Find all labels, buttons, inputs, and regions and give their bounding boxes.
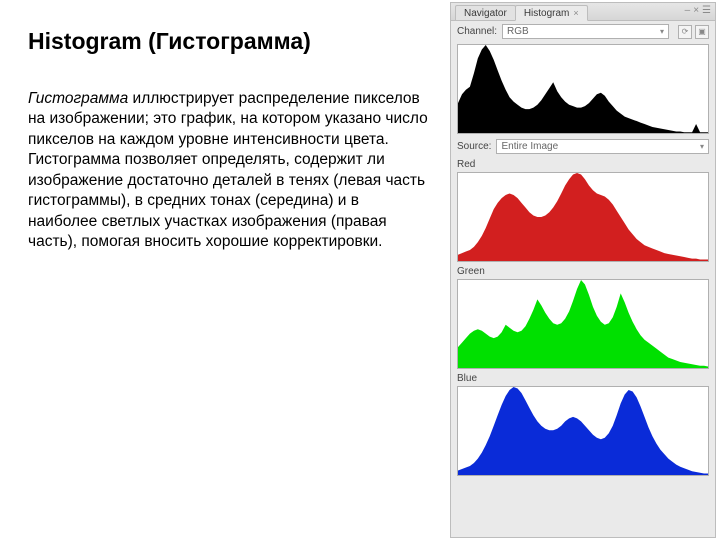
tab-label: Navigator [464,8,507,19]
histogram-rgb [457,44,709,134]
chevron-down-icon: ▾ [700,142,704,151]
para-body: иллюстрирует распределение пикселов на и… [28,90,428,250]
page-title: Histogram (Гистограмма) [28,28,432,55]
blue-label: Blue [451,371,715,384]
channel-select[interactable]: RGB ▾ [502,24,669,39]
source-row: Source: Entire Image ▾ [451,136,715,157]
chevron-down-icon: ▾ [660,27,664,36]
source-value: Entire Image [501,141,558,152]
tab-bar: Navigator Histogram× ‒ × ☰ [451,3,715,21]
close-icon[interactable]: × [573,8,578,18]
menu-icon[interactable]: ☰ [702,5,711,16]
refresh-icon[interactable]: ⟳ [678,25,692,39]
channel-value: RGB [507,26,529,37]
histogram-blue [457,386,709,476]
flyout-icon[interactable]: ▣ [695,25,709,39]
lead-word: Гистограмма [28,90,128,107]
green-label: Green [451,264,715,277]
channel-row: Channel: RGB ▾ ⟳ ▣ [451,21,715,42]
tab-histogram[interactable]: Histogram× [515,5,588,21]
description-paragraph: Гистограмма иллюстрирует распределение п… [28,89,432,253]
channel-label: Channel: [457,26,497,37]
histogram-green [457,279,709,369]
source-select[interactable]: Entire Image ▾ [496,139,709,154]
histogram-panel: Navigator Histogram× ‒ × ☰ Channel: RGB … [450,2,716,538]
histogram-red [457,172,709,262]
red-label: Red [451,157,715,170]
close-panel-icon[interactable]: × [693,5,699,16]
source-label: Source: [457,141,491,152]
tab-navigator[interactable]: Navigator [455,5,516,21]
minimize-icon[interactable]: ‒ [685,5,691,16]
tab-label: Histogram [524,8,570,19]
